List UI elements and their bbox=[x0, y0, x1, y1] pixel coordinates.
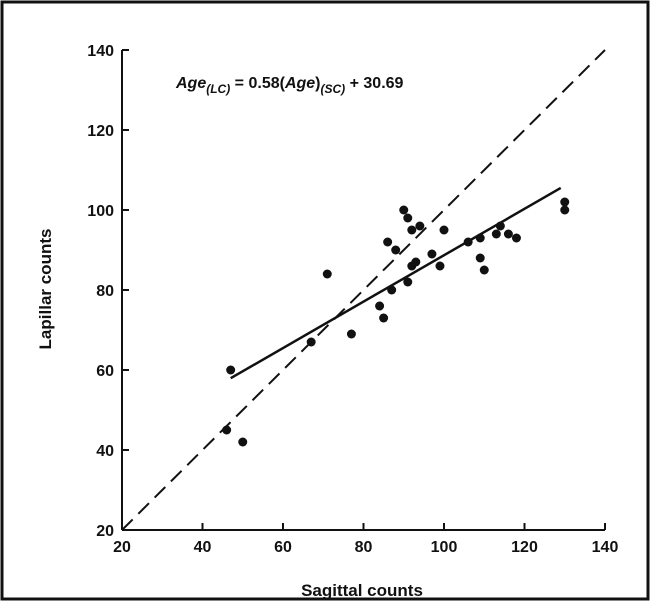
data-point bbox=[222, 425, 232, 435]
data-point bbox=[475, 253, 485, 263]
data-point bbox=[399, 205, 409, 215]
data-point bbox=[495, 221, 505, 231]
data-point bbox=[322, 269, 332, 279]
data-points bbox=[222, 197, 570, 447]
y-tick-label: 80 bbox=[96, 283, 114, 300]
data-point bbox=[403, 213, 413, 223]
x-tick-label: 40 bbox=[194, 539, 212, 556]
y-tick-label: 60 bbox=[96, 363, 114, 380]
data-point bbox=[387, 285, 397, 295]
x-tick-label: 100 bbox=[431, 539, 458, 556]
data-point bbox=[491, 229, 501, 239]
fit-lines bbox=[121, 49, 606, 531]
data-point bbox=[503, 229, 513, 239]
y-tick-label: 20 bbox=[96, 523, 114, 540]
x-tick-label: 120 bbox=[511, 539, 538, 556]
data-point bbox=[383, 237, 393, 247]
data-point bbox=[435, 261, 445, 271]
data-point bbox=[560, 197, 570, 207]
data-point bbox=[306, 337, 316, 347]
y-ticks: 20 40 60 80 100 120 140 bbox=[87, 43, 129, 540]
data-point bbox=[415, 221, 425, 231]
x-axis-label: Sagittal counts bbox=[301, 581, 423, 600]
y-tick-label: 100 bbox=[87, 203, 114, 220]
data-point bbox=[479, 265, 489, 275]
data-point bbox=[375, 301, 385, 311]
data-point bbox=[475, 233, 485, 243]
identity-line bbox=[121, 49, 606, 531]
regression-line bbox=[230, 186, 562, 380]
data-point bbox=[511, 233, 521, 243]
data-point bbox=[439, 225, 449, 235]
data-point bbox=[403, 277, 413, 287]
data-point bbox=[411, 257, 421, 267]
data-point bbox=[560, 205, 570, 215]
y-tick-label: 120 bbox=[87, 123, 114, 140]
x-tick-label: 140 bbox=[592, 539, 619, 556]
data-point bbox=[427, 249, 437, 259]
data-point bbox=[463, 237, 473, 247]
x-tick-label: 80 bbox=[355, 539, 373, 556]
y-axis-label: Lapillar counts bbox=[36, 229, 55, 350]
x-tick-label: 60 bbox=[274, 539, 292, 556]
y-tick-label: 140 bbox=[87, 43, 114, 60]
data-point bbox=[238, 437, 248, 447]
data-point bbox=[346, 329, 356, 339]
data-point bbox=[379, 313, 389, 323]
x-tick-label: 20 bbox=[113, 539, 131, 556]
y-tick-label: 40 bbox=[96, 443, 114, 460]
data-point bbox=[391, 245, 401, 255]
data-point bbox=[407, 225, 417, 235]
regression-equation: Age(LC) = 0.58(Age)(SC) + 30.69 bbox=[175, 75, 404, 96]
data-point bbox=[226, 365, 236, 375]
x-ticks: 20 40 60 80 100 120 140 bbox=[113, 523, 618, 556]
